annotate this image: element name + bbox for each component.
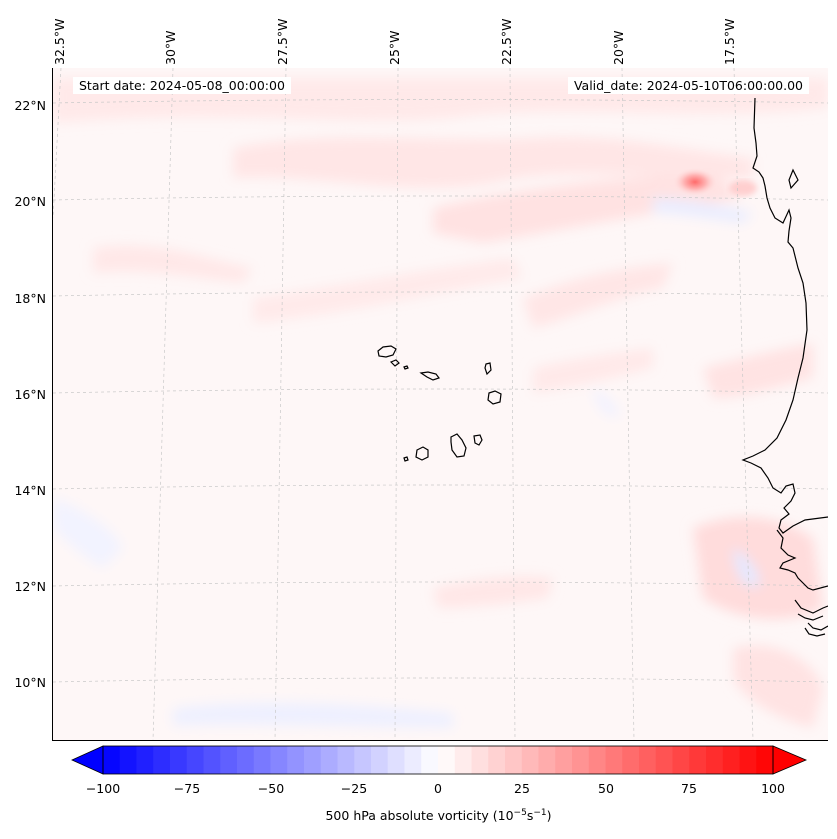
colorbar-cell <box>454 746 473 774</box>
island-boa-vista <box>487 390 502 405</box>
vorticity-secondary-max <box>729 180 757 196</box>
island-maio <box>473 434 483 446</box>
colorbar-cell <box>555 746 573 774</box>
lat-label-12n: 12°N <box>14 579 46 594</box>
island-santa-luzia <box>403 365 409 370</box>
colorbar-cell <box>588 746 607 774</box>
colorbar-tick-minus25: −25 <box>340 781 368 796</box>
vorticity-maximum <box>673 168 717 196</box>
colorbar-cell <box>270 746 288 774</box>
colorbar-tick-minus75: −75 <box>173 781 201 796</box>
valid-date-label: Valid_date: 2024-05-10T06:00:00.00 <box>567 77 809 94</box>
lat-label-22n: 22°N <box>14 98 46 113</box>
colorbar-cell <box>119 746 138 774</box>
colorbar-tick-25: 25 <box>514 781 530 796</box>
lon-label-32-5w: 32.5°W <box>52 18 67 65</box>
colorbar-cell <box>186 746 205 774</box>
island-santo-antao <box>377 345 397 358</box>
colorbar-cell <box>304 746 322 774</box>
island-sao-vicente <box>389 359 400 367</box>
island-sal <box>484 362 492 376</box>
colorbar-tick-100: 100 <box>761 781 785 796</box>
colorbar-extend-min <box>71 745 104 775</box>
lon-label-25w: 25°W <box>387 30 402 65</box>
cape-verde-islands <box>377 345 502 462</box>
colorbar-cell <box>521 746 540 774</box>
colorbar-tick-minus50: −50 <box>257 781 285 796</box>
island-sao-nicolau <box>419 371 440 381</box>
colorbar-cell <box>572 746 590 774</box>
colorbar-cell <box>488 746 506 774</box>
vorticity-map: Start date: 2024-05-08_00:00:00 Valid_da… <box>52 68 828 741</box>
african-coastline <box>741 97 828 637</box>
colorbar-tick-0: 0 <box>434 781 442 796</box>
colorbar-cell <box>639 746 657 774</box>
colorbar-cell <box>371 746 389 774</box>
colorbar-cell <box>605 746 623 774</box>
colorbar-tick-minus100: −100 <box>85 781 121 796</box>
colorbar-tick-75: 75 <box>681 781 697 796</box>
island-brava <box>403 456 409 462</box>
island-santiago <box>450 433 467 458</box>
colorbar-cell <box>237 746 255 774</box>
colorbar-cell <box>170 746 188 774</box>
colorbar-cells <box>103 746 774 774</box>
graticule <box>53 68 828 740</box>
colorbar-cell <box>505 746 523 774</box>
lat-label-16n: 16°N <box>14 387 46 402</box>
colorbar-cell <box>387 746 406 774</box>
lon-label-30w: 30°W <box>163 30 178 65</box>
lat-label-18n: 18°N <box>14 291 46 306</box>
lon-label-17-5w: 17.5°W <box>722 18 737 65</box>
colorbar-cell <box>421 746 439 774</box>
colorbar-cell <box>203 746 221 774</box>
colorbar-cell <box>672 746 690 774</box>
colorbar-tick-50: 50 <box>598 781 614 796</box>
colorbar-cell <box>655 746 674 774</box>
colorbar-cell <box>471 746 489 774</box>
colorbar-cell <box>722 746 741 774</box>
lon-label-27-5w: 27.5°W <box>275 18 290 65</box>
lat-label-10n: 10°N <box>14 675 46 690</box>
lon-label-20w: 20°W <box>611 30 626 65</box>
colorbar-cell <box>136 746 154 774</box>
colorbar-cell <box>538 746 556 774</box>
lat-label-20n: 20°N <box>14 194 46 209</box>
map-canvas <box>53 68 828 740</box>
colorbar-cell <box>689 746 707 774</box>
island-fogo <box>415 446 429 461</box>
colorbar-cell <box>438 746 456 774</box>
colorbar-cell <box>756 746 774 774</box>
colorbar-cell <box>287 746 305 774</box>
lat-label-14n: 14°N <box>14 483 46 498</box>
colorbar-cell <box>404 746 422 774</box>
colorbar-cell <box>320 746 339 774</box>
colorbar-cell <box>153 746 171 774</box>
vorticity-field <box>53 78 828 728</box>
colorbar-cell <box>739 746 757 774</box>
colorbar-cell <box>337 746 355 774</box>
colorbar-label: 500 hPa absolute vorticity (10−5s−1) <box>325 808 552 824</box>
colorbar-cell <box>622 746 640 774</box>
colorbar-outline <box>102 745 774 775</box>
colorbar-cell <box>253 746 272 774</box>
start-date-label: Start date: 2024-05-08_00:00:00 <box>73 77 291 94</box>
colorbar-cell <box>220 746 238 774</box>
colorbar-cell <box>706 746 724 774</box>
colorbar-cell <box>103 746 121 774</box>
colorbar <box>71 745 808 775</box>
lon-label-22-5w: 22.5°W <box>499 18 514 65</box>
colorbar-extend-max <box>772 745 808 775</box>
colorbar-cell <box>354 746 372 774</box>
